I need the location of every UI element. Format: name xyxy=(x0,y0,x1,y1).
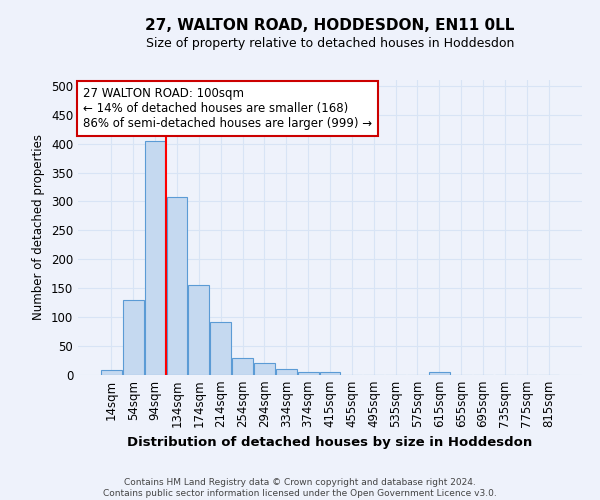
Bar xyxy=(429,372,450,375)
Bar xyxy=(101,370,122,375)
Text: 27, WALTON ROAD, HODDESDON, EN11 0LL: 27, WALTON ROAD, HODDESDON, EN11 0LL xyxy=(145,18,515,32)
Bar xyxy=(145,140,166,375)
Bar xyxy=(320,372,340,375)
X-axis label: Distribution of detached houses by size in Hoddesdon: Distribution of detached houses by size … xyxy=(127,436,533,449)
Bar xyxy=(232,358,253,375)
Text: 27 WALTON ROAD: 100sqm
← 14% of detached houses are smaller (168)
86% of semi-de: 27 WALTON ROAD: 100sqm ← 14% of detached… xyxy=(83,88,372,130)
Bar xyxy=(210,322,231,375)
Y-axis label: Number of detached properties: Number of detached properties xyxy=(32,134,46,320)
Bar xyxy=(167,197,187,375)
Bar xyxy=(254,364,275,375)
Bar xyxy=(188,286,209,375)
Bar xyxy=(123,300,143,375)
Text: Size of property relative to detached houses in Hoddesdon: Size of property relative to detached ho… xyxy=(146,38,514,51)
Text: Contains HM Land Registry data © Crown copyright and database right 2024.
Contai: Contains HM Land Registry data © Crown c… xyxy=(103,478,497,498)
Bar xyxy=(276,369,296,375)
Bar xyxy=(298,372,319,375)
